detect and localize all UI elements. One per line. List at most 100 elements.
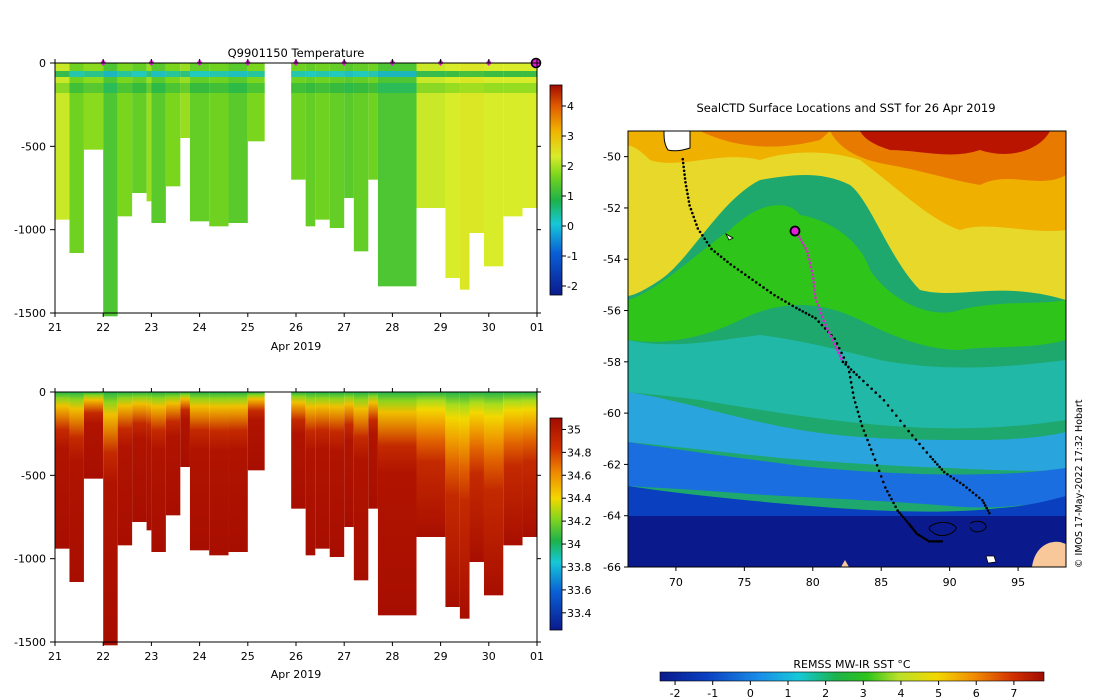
seal-track-point [932, 540, 936, 543]
seal-track-point [875, 463, 879, 467]
temperature-subsurface-layer [209, 83, 229, 93]
colorbar-tick-label: 34.4 [567, 492, 592, 505]
x-tick-label: 22 [96, 321, 110, 334]
recent-track-point [799, 238, 803, 241]
temperature-profile-column [344, 63, 354, 198]
seal-track-point [740, 270, 743, 274]
seal-track-point [879, 475, 883, 478]
map-y-tick-label: -64 [603, 510, 621, 523]
y-tick-label: -1500 [14, 636, 46, 649]
salinity-profile-column [305, 392, 316, 556]
seal-track-point [905, 519, 909, 523]
seal-track-point [877, 469, 881, 473]
salinity-colorbar [549, 417, 563, 631]
recent-track-point [812, 281, 815, 284]
temperature-profile-column [209, 63, 229, 227]
colorbar-tick-label: 0 [567, 220, 574, 233]
temperature-profiles [55, 63, 537, 317]
seal-track-point [841, 360, 845, 364]
sst-colorbar-tick-label: 5 [935, 687, 942, 700]
temperature-profile-column [377, 63, 417, 287]
seal-track-point [850, 386, 854, 389]
temperature-surface-layer [180, 71, 190, 77]
recent-track-point [813, 288, 816, 292]
temperature-profile-column [228, 63, 248, 223]
temperature-surface-layer [55, 71, 70, 77]
seal-track-point [842, 356, 846, 359]
seal-track-point [736, 268, 740, 271]
seal-track-point [840, 351, 843, 355]
seal-track-point [798, 308, 801, 311]
seal-track-point [868, 443, 871, 447]
temperature-profile-column [291, 63, 306, 180]
seal-track-point [701, 233, 704, 237]
seal-track-point [851, 391, 855, 394]
temperature-subsurface-layer [503, 83, 523, 93]
seal-track-point [801, 310, 805, 313]
salinity-profile-column [165, 392, 181, 516]
temperature-profile-column [483, 63, 504, 267]
seal-track-point [762, 286, 765, 289]
seal-track-point [918, 442, 921, 446]
seal-track-point [878, 395, 882, 398]
temperature-surface-layer [329, 71, 345, 77]
salinity-profile-column [132, 392, 147, 522]
recent-track-point [809, 265, 813, 269]
temperature-profile-column [522, 63, 537, 208]
temperature-subsurface-layer [459, 83, 470, 93]
seal-track-point [686, 196, 690, 199]
seal-track-point [955, 479, 959, 482]
temperature-subsurface-layer [165, 83, 181, 93]
seal-track-point [860, 424, 864, 428]
temperature-surface-layer [416, 71, 446, 77]
seal-track-point [899, 513, 903, 517]
seal-track-point [952, 477, 956, 480]
seal-track-point [844, 363, 847, 366]
salinity-profile-column [344, 392, 354, 527]
seal-track-point [684, 180, 687, 184]
seal-track-point [940, 540, 943, 543]
seal-track-point [936, 463, 939, 466]
temperature-subsurface-layer [180, 83, 190, 93]
temperature-surface-layer [459, 71, 470, 77]
temperature-subsurface-layer [344, 83, 354, 93]
temperature-surface-layer [503, 71, 523, 77]
salinity-profile-column [247, 392, 265, 471]
recent-track-point [840, 357, 843, 361]
seal-track-point [722, 257, 726, 261]
seal-track-point [716, 252, 720, 256]
seal-track-point [855, 373, 858, 376]
seal-track-point [864, 434, 868, 437]
seal-track-point [949, 475, 952, 478]
seal-track-point [882, 398, 886, 402]
seal-track-point [858, 415, 861, 418]
y-tick-label: -1000 [14, 553, 46, 566]
seal-track-point [978, 496, 981, 500]
x-tick-label: 27 [337, 650, 351, 663]
salinity-profile-column [189, 392, 210, 551]
seal-track-point [847, 370, 851, 374]
seal-track-point [765, 288, 769, 292]
seal-track-point [703, 237, 706, 241]
temperature-profile-column [103, 63, 118, 317]
salinity-profile-column [103, 392, 118, 646]
temperature-profile-column [368, 63, 378, 180]
temperature-profile-column [117, 63, 133, 217]
temperature-profile-column [165, 63, 181, 187]
temperature-subsurface-layer [368, 83, 378, 93]
y-tick-label: 0 [39, 57, 46, 70]
seal-track-point [968, 488, 972, 492]
sst-colorbar-tick-label: -1 [707, 687, 718, 700]
temperature-surface-layer [69, 71, 84, 77]
seal-track-point [787, 302, 791, 305]
x-tick-label: 28 [385, 321, 399, 334]
recent-track-point [808, 261, 812, 265]
seal-track-point [942, 470, 946, 474]
temperature-subsurface-layer [69, 83, 84, 93]
seal-track-point [852, 396, 856, 400]
seal-track-point [931, 457, 935, 461]
seal-track-point [921, 446, 925, 450]
map-x-tick-label: 95 [1011, 576, 1025, 589]
seal-track-point [776, 295, 780, 299]
map-y-tick-label: -62 [603, 458, 621, 471]
